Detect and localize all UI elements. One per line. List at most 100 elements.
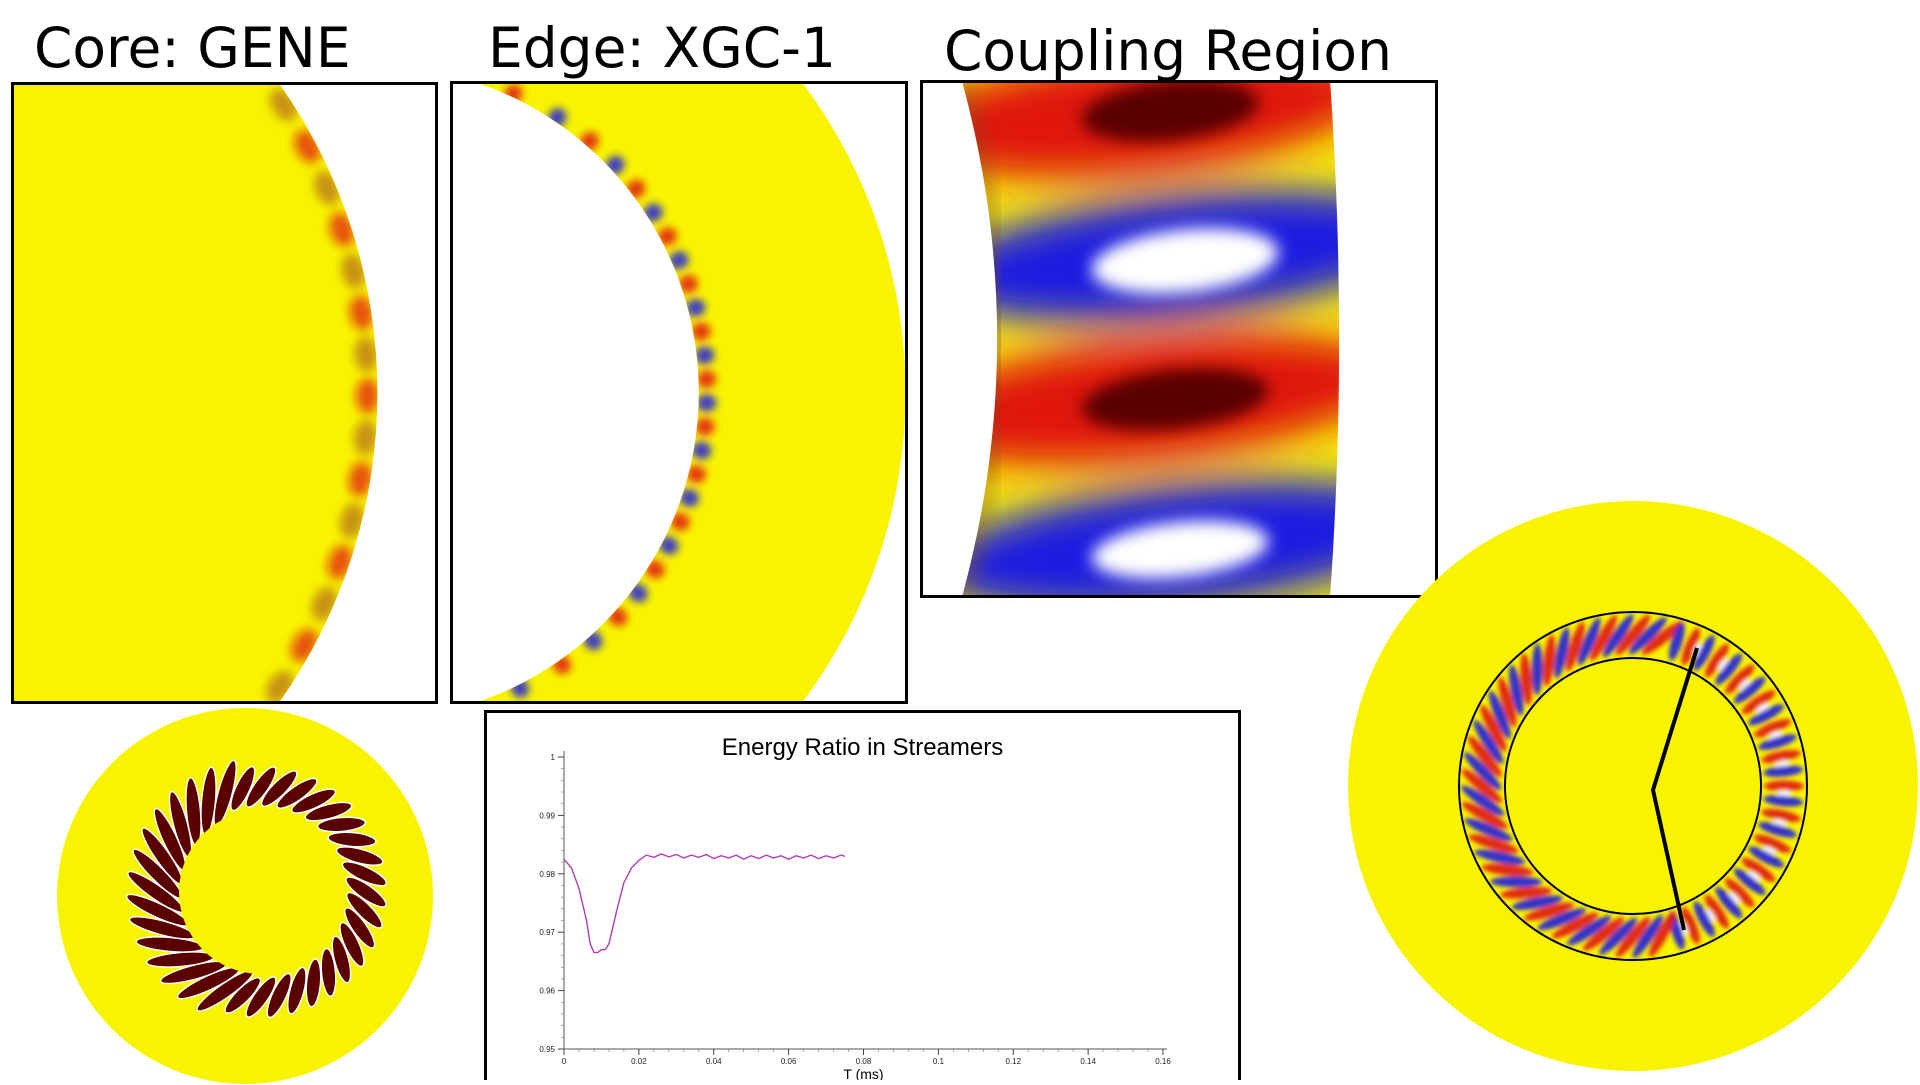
coupled-streamer: [1753, 719, 1792, 738]
coupled-streamer: [1693, 901, 1715, 937]
core-gene-panel: [11, 82, 438, 704]
coupled-streamer: [1481, 863, 1534, 877]
coupled-streamer-core: [1747, 870, 1762, 882]
edge-edge-blob: [679, 488, 700, 507]
coupled-streamer-core: [1717, 657, 1729, 672]
y-tick-label: 0.98: [539, 870, 555, 879]
coupled-streamer: [1715, 653, 1743, 686]
coupled-streamer: [1511, 895, 1563, 910]
x-tick-label: 0.1: [933, 1057, 945, 1066]
gene-streamer: [345, 876, 387, 908]
coupled-streamer: [1681, 627, 1700, 666]
coupled-streamer: [1763, 794, 1804, 807]
core-edge-blob: [329, 212, 355, 247]
gene-streamer: [341, 861, 388, 887]
coupled-streamer: [1704, 643, 1729, 678]
x-axis-label: T (ms): [843, 1066, 883, 1080]
edge-xgc-panel: [450, 81, 908, 704]
coupled-streamer: [1748, 704, 1784, 726]
coupled-streamer: [1668, 622, 1685, 661]
coupled-streamer: [1552, 912, 1599, 939]
core-edge-blob: [339, 503, 365, 539]
coupled-streamer: [1715, 886, 1743, 919]
coupling-sector-lines: [1650, 647, 1699, 931]
coupling-region-title: Coupling Region: [944, 19, 1392, 83]
core-field-fill: [14, 85, 378, 701]
gene-streamer: [245, 766, 277, 808]
edge-edge-blob: [670, 512, 690, 531]
edge-edge-blob: [669, 251, 689, 270]
coupled-streamer: [1468, 735, 1502, 778]
x-tick-label: 0.02: [631, 1057, 647, 1066]
gene-streamer: [276, 777, 318, 809]
x-tick-label: 0: [562, 1057, 567, 1066]
gene-streamer: [335, 846, 384, 867]
inner-boundary-circle: [1504, 657, 1762, 915]
gene-streamer: [245, 976, 277, 1018]
coupled-streamer: [1488, 690, 1511, 740]
gene-streamer: [230, 765, 256, 812]
coupled-streamer: [1567, 915, 1612, 946]
coupled-streamer: [1649, 911, 1676, 958]
coupled-streamer: [1725, 664, 1755, 694]
coupled-streamer: [1681, 906, 1700, 945]
y-tick-label: 0.95: [539, 1045, 555, 1054]
coupled-streamer: [1554, 627, 1570, 679]
coupled-streamer: [1628, 617, 1667, 655]
gene-streamer: [304, 801, 353, 822]
coupled-streamer: [1733, 868, 1766, 896]
edge-field-fill: [480, 84, 905, 701]
coupled-streamer: [1615, 916, 1651, 958]
coupled-streamer-ring: [1461, 614, 1804, 958]
edge-edge-blob: [678, 275, 699, 294]
edge-edge-blob: [657, 227, 677, 246]
coupled-disk-background: [1348, 501, 1918, 1071]
edge-edge-blob: [685, 298, 706, 317]
x-tick-label: 0.16: [1155, 1057, 1171, 1066]
core-edge-blob: [348, 461, 373, 497]
coupled-streamer: [1758, 821, 1797, 838]
coupled-streamer-core: [1705, 908, 1716, 923]
coupled-streamer: [1599, 917, 1638, 955]
coupled-streamer: [1761, 808, 1801, 823]
coupled-streamer-core: [1738, 678, 1751, 691]
coupled-streamer: [1500, 886, 1553, 899]
y-tick-label: 0.99: [539, 811, 555, 820]
gene-streamer: [286, 966, 307, 1015]
edge-edge-structures: [504, 84, 717, 698]
coupled-streamer: [1582, 917, 1625, 951]
edge-edge-blob: [691, 322, 711, 341]
coupled-streamer: [1565, 621, 1585, 672]
gene-streamer: [266, 972, 292, 1019]
coupled-streamer: [1461, 768, 1503, 804]
coupled-streamer: [1761, 749, 1801, 764]
coupled-streamer-core: [1775, 790, 1792, 797]
edge-edge-blob: [694, 346, 715, 365]
chart-title: Energy Ratio in Streamers: [721, 734, 1004, 761]
core-edge-blob: [349, 295, 374, 331]
coupled-streamer: [1498, 677, 1517, 728]
coupled-streamer: [1733, 676, 1766, 704]
edge-edge-blob: [686, 465, 707, 484]
core-edge-blob: [341, 253, 366, 289]
coupling-field: [962, 83, 1340, 595]
coupled-streamer: [1590, 614, 1617, 661]
coupled-streamer: [1542, 634, 1556, 687]
x-tick-label: 0.06: [781, 1057, 797, 1066]
coupled-streamer: [1473, 720, 1504, 765]
coupled-streamer-core: [1755, 703, 1770, 714]
gene-streamer: [345, 891, 383, 929]
coupled-streamer: [1753, 834, 1792, 853]
x-tick-label: 0.04: [706, 1057, 722, 1066]
coupled-full-disk: [1347, 500, 1919, 1072]
coupled-streamer-core: [1767, 730, 1783, 740]
x-tick-label: 0.14: [1080, 1057, 1096, 1066]
gene-streamer: [331, 935, 352, 984]
y-tick-label: 0.97: [539, 928, 555, 937]
coupled-streamer: [1725, 878, 1755, 908]
edge-edge-blob: [695, 417, 715, 436]
x-tick-label: 0.08: [856, 1057, 872, 1066]
coupled-streamer: [1704, 894, 1729, 929]
x-tick-label: 0.12: [1005, 1057, 1021, 1066]
core-edge-blob: [355, 378, 378, 414]
